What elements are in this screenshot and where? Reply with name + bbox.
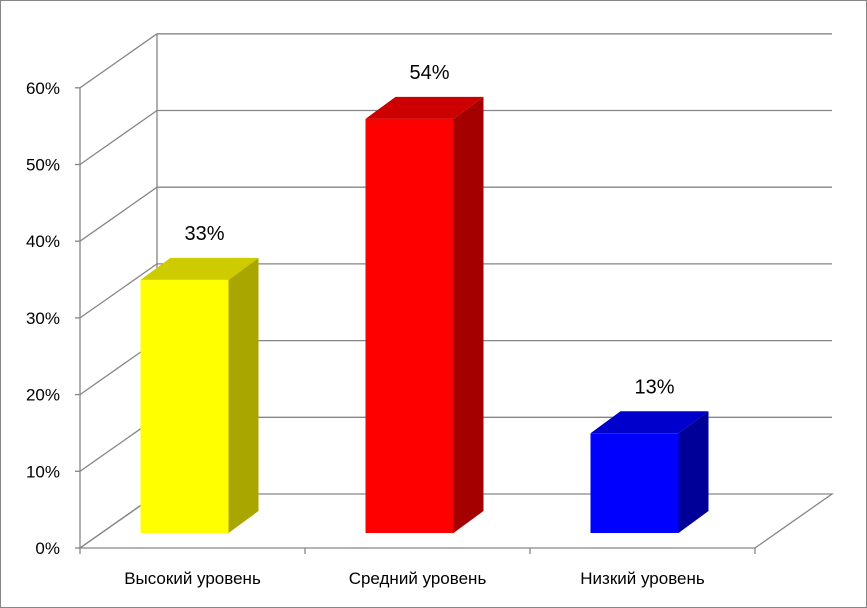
bar-side-face: [678, 411, 709, 533]
y-tick-label: 20%: [26, 386, 60, 405]
bar: [590, 411, 709, 533]
bar-side-face: [453, 96, 484, 533]
bar-front-face: [590, 433, 679, 533]
bar-front-face: [140, 279, 229, 533]
bar-front-face: [365, 118, 454, 533]
side-gridline: [79, 109, 158, 166]
x-category-label: Средний уровень: [349, 569, 487, 588]
bar: [365, 96, 484, 533]
y-tick-label: 40%: [26, 232, 60, 251]
y-tick-label: 50%: [26, 156, 60, 175]
bar-top-face: [365, 96, 484, 119]
bar-top-face: [140, 257, 259, 280]
side-gridline: [79, 33, 158, 89]
y-tick-label: 0%: [35, 539, 60, 558]
y-tick-label: 60%: [26, 79, 60, 98]
y-axis-ticks: 0% 10% 20% 30% 40% 50% 60%: [26, 79, 80, 558]
y-tick-label: 10%: [26, 462, 60, 481]
side-gridline: [79, 186, 158, 242]
side-gridline: [79, 263, 158, 319]
data-labels: 33% 54% 13%: [184, 62, 674, 398]
data-label: 54%: [409, 62, 449, 84]
floor-outline: [79, 493, 835, 549]
data-label: 33%: [184, 223, 224, 245]
bar-top-face: [590, 411, 709, 434]
x-category-label: Высокий уровень: [124, 569, 261, 588]
bar-side-face: [228, 257, 259, 533]
y-tick-label: 30%: [26, 309, 60, 328]
bars: [140, 96, 709, 533]
data-label: 13%: [634, 376, 674, 398]
x-category-label: Низкий уровень: [580, 569, 705, 588]
bar: [140, 257, 259, 533]
x-axis-categories: Высокий уровень Средний уровень Низкий уро…: [79, 548, 756, 588]
